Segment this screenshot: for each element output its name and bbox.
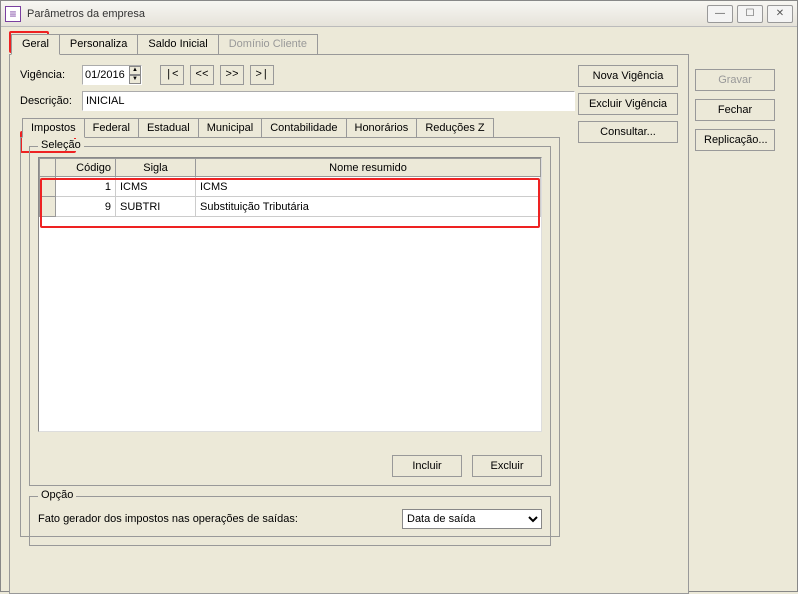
cell-sigla: ICMS bbox=[116, 177, 196, 197]
gravar-button[interactable]: Gravar bbox=[695, 69, 775, 91]
row-selector[interactable] bbox=[40, 197, 56, 217]
vigencia-step-up[interactable]: ▲ bbox=[129, 66, 141, 75]
subtab-reducoes-z[interactable]: Reduções Z bbox=[416, 118, 493, 138]
excluir-vigencia-button[interactable]: Excluir Vigência bbox=[578, 93, 678, 115]
fato-gerador-select[interactable]: Data de saída bbox=[402, 509, 542, 529]
vigencia-button-panel: Nova Vigência Excluir Vigência Consultar… bbox=[578, 65, 678, 143]
vigencia-label: Vigência: bbox=[20, 69, 76, 81]
maximize-button[interactable]: ☐ bbox=[737, 5, 763, 23]
window: ≡ Parâmetros da empresa — ☐ ✕ Gravar Fec… bbox=[0, 0, 798, 592]
tab-personaliza[interactable]: Personaliza bbox=[59, 34, 138, 55]
descricao-row: Descrição: bbox=[20, 91, 575, 111]
table-row[interactable]: 9 SUBTRI Substituição Tributária bbox=[40, 197, 541, 217]
vigencia-input[interactable] bbox=[83, 67, 129, 83]
cell-nome: Substituição Tributária bbox=[196, 197, 541, 217]
consultar-button[interactable]: Consultar... bbox=[578, 121, 678, 143]
excluir-button[interactable]: Excluir bbox=[472, 455, 542, 477]
content: Gravar Fechar Replicação... Geral Person… bbox=[9, 33, 789, 583]
cell-sigla: SUBTRI bbox=[116, 197, 196, 217]
tab-dominio-cliente: Domínio Cliente bbox=[218, 34, 318, 55]
subtab-estadual[interactable]: Estadual bbox=[138, 118, 199, 138]
cell-codigo: 1 bbox=[56, 177, 116, 197]
subtab-honorarios[interactable]: Honorários bbox=[346, 118, 418, 138]
row-selector[interactable] bbox=[40, 177, 56, 197]
th-sigla: Sigla bbox=[116, 159, 196, 177]
vigencia-stepper: ▲ ▼ bbox=[129, 66, 141, 84]
vigencia-step-down[interactable]: ▼ bbox=[129, 75, 141, 84]
tab-body: Nova Vigência Excluir Vigência Consultar… bbox=[9, 54, 689, 594]
th-nome: Nome resumido bbox=[196, 159, 541, 177]
opcao-legend: Opção bbox=[38, 489, 76, 501]
nav-next-button[interactable]: >> bbox=[220, 65, 244, 85]
window-title: Parâmetros da empresa bbox=[27, 8, 707, 20]
selecao-table-wrap: Código Sigla Nome resumido 1 ICMS bbox=[38, 157, 542, 432]
nav-prev-button[interactable]: << bbox=[190, 65, 214, 85]
replicacao-button[interactable]: Replicação... bbox=[695, 129, 775, 151]
cell-codigo: 9 bbox=[56, 197, 116, 217]
incluir-button[interactable]: Incluir bbox=[392, 455, 462, 477]
descricao-input[interactable] bbox=[82, 91, 575, 111]
selecao-group: Seleção Código Sigla Nome resumido bbox=[29, 146, 551, 486]
selecao-buttons: Incluir Excluir bbox=[392, 455, 542, 477]
selecao-legend: Seleção bbox=[38, 139, 84, 151]
vigencia-input-box: ▲ ▼ bbox=[82, 65, 142, 85]
table-row[interactable]: 1 ICMS ICMS bbox=[40, 177, 541, 197]
subtab-contabilidade[interactable]: Contabilidade bbox=[261, 118, 346, 138]
descricao-label: Descrição: bbox=[20, 95, 76, 107]
right-action-panel: Gravar Fechar Replicação... bbox=[695, 69, 775, 151]
tab-geral[interactable]: Geral bbox=[11, 34, 60, 55]
nova-vigencia-button[interactable]: Nova Vigência bbox=[578, 65, 678, 87]
opcao-group: Opção Fato gerador dos impostos nas oper… bbox=[29, 496, 551, 546]
fechar-button[interactable]: Fechar bbox=[695, 99, 775, 121]
minimize-button[interactable]: — bbox=[707, 5, 733, 23]
app-icon: ≡ bbox=[5, 6, 21, 22]
nav-last-button[interactable]: >| bbox=[250, 65, 274, 85]
th-codigo: Código bbox=[56, 159, 116, 177]
tab-saldo-inicial[interactable]: Saldo Inicial bbox=[137, 34, 218, 55]
titlebar: ≡ Parâmetros da empresa — ☐ ✕ bbox=[1, 1, 797, 27]
nav-first-button[interactable]: |< bbox=[160, 65, 184, 85]
subtab-municipal[interactable]: Municipal bbox=[198, 118, 262, 138]
cell-nome: ICMS bbox=[196, 177, 541, 197]
opcao-label: Fato gerador dos impostos nas operações … bbox=[38, 513, 298, 525]
selecao-table: Código Sigla Nome resumido 1 ICMS bbox=[39, 158, 541, 217]
th-selector bbox=[40, 159, 56, 177]
main-tabbar: Geral Personaliza Saldo Inicial Domínio … bbox=[11, 33, 789, 54]
subtab-federal[interactable]: Federal bbox=[84, 118, 139, 138]
close-button[interactable]: ✕ bbox=[767, 5, 793, 23]
subtab-impostos[interactable]: Impostos bbox=[22, 118, 85, 138]
